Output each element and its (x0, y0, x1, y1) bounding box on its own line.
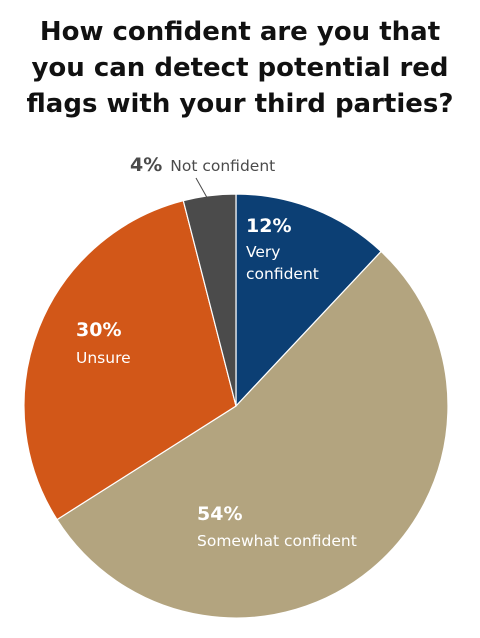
slice-name-somewhat-confident: Somewhat confident (197, 532, 357, 550)
pie-slice-very-confident (235, 193, 382, 408)
pie-slice-not-confident (182, 193, 237, 407)
slice-name-unsure: Unsure (76, 349, 131, 367)
slice-percent-not-confident: 4% (130, 154, 162, 176)
chart-title: How confident are you that you can detec… (0, 14, 480, 122)
chart-title-line-1: How confident are you that (39, 17, 441, 47)
slice-percent-unsure: 30% (76, 319, 121, 341)
chart-title-line-2: you can detect potential red (31, 53, 449, 83)
pie-slice-somewhat-confident (56, 250, 449, 619)
pie-slice-unsure (23, 199, 237, 521)
slice-name-very-confident-line-1: Very (246, 243, 280, 261)
slice-percent-very-confident: 12% (246, 215, 291, 237)
leader-line-not-confident (195, 177, 211, 204)
chart-title-line-3: flags with your third parties? (26, 89, 454, 119)
pie-slices (23, 193, 449, 619)
slice-label-not-confident: 4% Not confident (130, 154, 275, 176)
pie-labels: 12% Very confident 54% Somewhat confident 30%… (76, 154, 357, 550)
slice-percent-somewhat-confident: 54% (197, 503, 242, 525)
slice-name-very-confident-line-2: confident (246, 265, 319, 283)
slice-name-not-confident: Not confident (170, 157, 275, 175)
